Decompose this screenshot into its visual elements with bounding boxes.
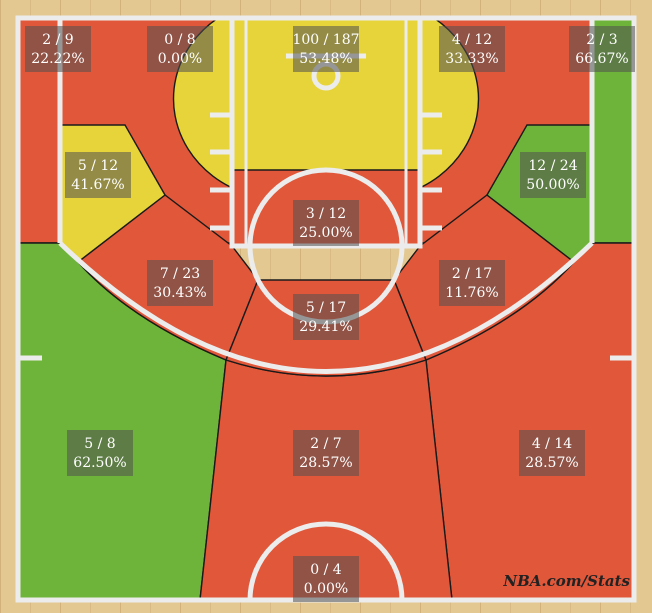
zone-made-attempts: 5 / 17 (306, 300, 346, 316)
zone-label-right-wing-mid: 12 / 24 50.00% (520, 152, 586, 198)
zone-percentage: 41.67% (71, 177, 124, 193)
zone-label-bg (569, 26, 635, 72)
zone-label-right-elbow-mid: 2 / 17 11.76% (439, 260, 505, 306)
zone-label-bg (293, 556, 359, 602)
zone-percentage: 25.00% (299, 225, 352, 241)
zone-percentage: 50.00% (526, 177, 579, 193)
zone-label-right-wing-three: 4 / 14 28.57% (519, 430, 585, 476)
zone-percentage: 62.50% (73, 455, 126, 471)
zone-made-attempts: 5 / 12 (78, 158, 118, 174)
zone-made-attempts: 3 / 12 (306, 206, 346, 222)
zone-made-attempts: 5 / 8 (84, 436, 115, 452)
zone-label-bg (519, 430, 585, 476)
zone-label-bg (439, 260, 505, 306)
zone-made-attempts: 7 / 23 (160, 266, 200, 282)
three-point-arc (58, 241, 594, 374)
zone-label-bg (147, 26, 213, 72)
zone-label-bg (520, 152, 586, 198)
zone-percentage: 22.22% (31, 51, 84, 67)
zone-percentage: 33.33% (445, 51, 498, 67)
zone-made-attempts: 2 / 7 (310, 436, 341, 452)
zone-made-attempts: 4 / 12 (452, 32, 492, 48)
zone-label-bg (293, 26, 359, 72)
zone-percentage: 0.00% (158, 51, 202, 67)
zone-label-backcourt: 0 / 4 0.00% (293, 556, 359, 602)
zone-label-left-baseline-mid: 0 / 8 0.00% (147, 26, 213, 72)
zone-made-attempts: 0 / 4 (310, 562, 342, 578)
zone-label-bg (25, 26, 91, 72)
zone-made-attempts: 2 / 3 (586, 32, 617, 48)
zone-label-left-wing-mid: 5 / 12 41.67% (65, 152, 131, 198)
zone-label-bg (65, 152, 131, 198)
zone-label-bg (293, 294, 359, 340)
zone-label-top-key-mid: 5 / 17 29.41% (293, 294, 359, 340)
zone-made-attempts: 0 / 8 (164, 32, 195, 48)
zone-percentage: 28.57% (299, 455, 352, 471)
zone-label-bg (67, 430, 133, 476)
zone-label-left-elbow-mid: 7 / 23 30.43% (147, 260, 213, 306)
zone-percentage: 28.57% (525, 455, 578, 471)
zone-labels: 2 / 9 22.22% 0 / 8 0.00% 100 / 187 53.48% 4 / … (25, 26, 635, 602)
zone-percentage: 11.76% (445, 285, 498, 301)
zone-label-bg (147, 260, 213, 306)
zone-label-bg (439, 26, 505, 72)
zone-label-left-wing-three: 5 / 8 62.50% (67, 430, 133, 476)
zone-made-attempts: 2 / 9 (42, 32, 73, 48)
zone-made-attempts: 2 / 17 (452, 266, 492, 282)
zone-made-attempts: 4 / 14 (532, 436, 572, 452)
zone-label-right-corner-three: 2 / 3 66.67% (569, 26, 635, 72)
credit-text: NBA.com/Stats (502, 572, 630, 590)
zone-label-right-baseline-mid: 4 / 12 33.33% (439, 26, 505, 72)
center-circle (247, 521, 405, 601)
zone-label-paint-non-ra: 3 / 12 25.00% (293, 200, 359, 246)
zone-made-attempts: 12 / 24 (528, 158, 577, 174)
zone-label-bg (293, 200, 359, 246)
zone-percentage: 66.67% (575, 51, 628, 67)
zone-made-attempts: 100 / 187 (292, 32, 359, 48)
zone-percentage: 53.48% (299, 51, 352, 67)
zone-percentage: 29.41% (299, 319, 352, 335)
zone-label-top-three: 2 / 7 28.57% (293, 430, 359, 476)
zone-percentage: 0.00% (304, 581, 348, 597)
zone-label-left-corner-three: 2 / 9 22.22% (25, 26, 91, 72)
zone-label-restricted-area: 100 / 187 53.48% (292, 26, 360, 72)
zone-percentage: 30.43% (153, 285, 206, 301)
zone-label-bg (293, 430, 359, 476)
